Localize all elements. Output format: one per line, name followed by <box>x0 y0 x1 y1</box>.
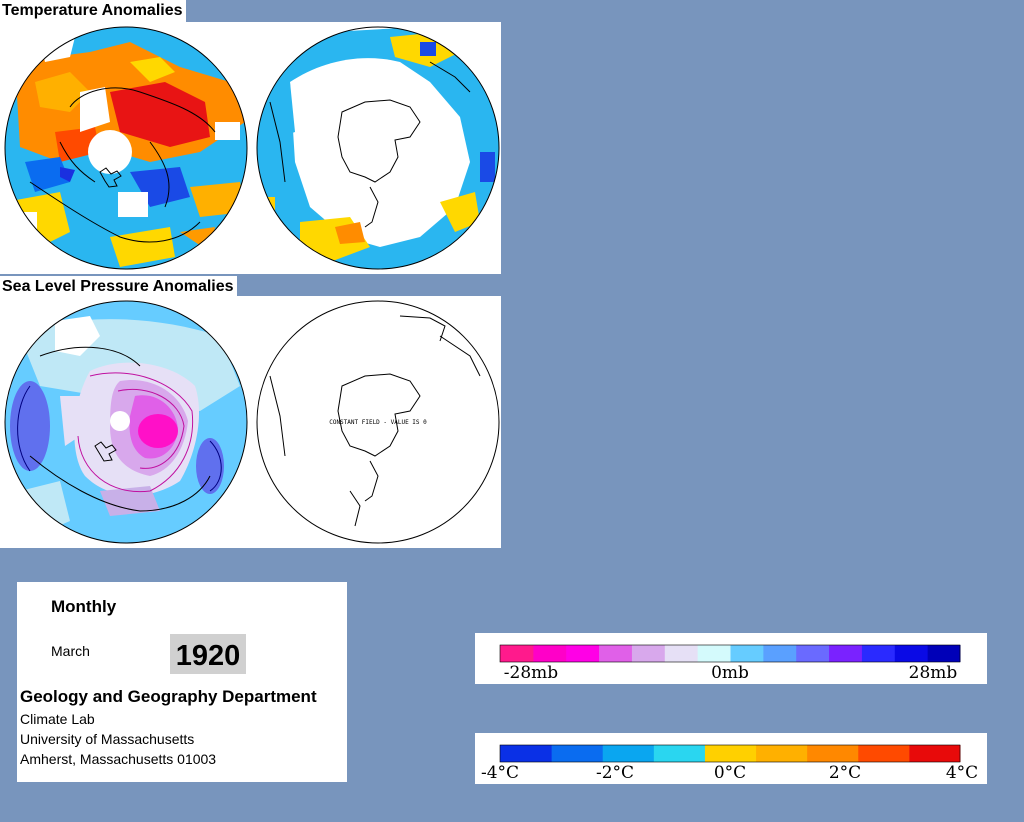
temperature-legend-label-plus2: 2°C <box>829 763 861 783</box>
pressure-legend-swatch <box>697 645 731 662</box>
temperature-legend-label-minus4: -4°C <box>481 763 519 783</box>
department-label: Geology and Geography Department <box>20 687 317 706</box>
temperature-legend-swatch <box>602 745 654 762</box>
pressure-legend-label-min: -28mb <box>504 663 558 683</box>
pressure-legend-swatch <box>828 645 862 662</box>
temperature-legend-swatch <box>704 745 757 762</box>
year-label: 1920 <box>170 634 246 674</box>
constant-field-label: CONSTANT FIELD - VALUE IS 0 <box>329 419 427 426</box>
pressure-legend-swatch <box>861 645 895 662</box>
temperature-legend-label-zero: 0°C <box>714 763 746 783</box>
pressure-legend: -28mb 0mb 28mb <box>475 633 987 684</box>
pressure-legend-border <box>499 644 961 663</box>
temperature-legend-swatch <box>857 745 910 762</box>
pressure-south-globe: CONSTANT FIELD - VALUE IS 0 <box>256 300 500 544</box>
pressure-legend-swatch <box>894 645 928 662</box>
pressure-legend-label-max: 28mb <box>909 663 958 683</box>
lab-label: Climate Lab <box>20 711 95 727</box>
temperature-legend-swatch <box>500 745 552 762</box>
pressure-legend-swatch <box>795 645 830 662</box>
temperature-south-globe <box>256 26 500 270</box>
temperature-title: Temperature Anomalies <box>0 0 186 22</box>
temperature-legend-swatch <box>551 745 603 762</box>
pressure-maps-panel: CONSTANT FIELD - VALUE IS 0 <box>0 296 501 548</box>
pressure-legend-swatch <box>565 645 600 662</box>
temperature-legend-border <box>499 744 961 763</box>
temperature-legend-swatch <box>755 745 808 762</box>
address-label: Amherst, Massachusetts 01003 <box>20 751 217 767</box>
period-label: Monthly <box>51 597 117 616</box>
pressure-legend-swatch <box>927 645 961 662</box>
pressure-legend-label-zero: 0mb <box>711 663 749 683</box>
pressure-legend-swatch <box>762 645 797 662</box>
info-box: Monthly March 1920 Geology and Geography… <box>17 582 347 782</box>
temperature-legend-swatch <box>908 745 961 762</box>
temperature-legend-label-minus2: -2°C <box>596 763 634 783</box>
pressure-legend-swatch <box>500 645 534 662</box>
pressure-legend-swatch <box>664 645 698 662</box>
temperature-legend-swatch <box>806 745 859 762</box>
temperature-legend-swatch <box>653 745 705 762</box>
pressure-legend-swatch <box>598 645 632 662</box>
month-label: March <box>51 643 90 659</box>
temperature-legend-label-plus4: 4°C <box>946 763 978 783</box>
pressure-legend-swatch <box>631 645 665 662</box>
pressure-north-globe <box>4 300 248 544</box>
pressure-title: Sea Level Pressure Anomalies <box>0 276 237 298</box>
university-label: University of Massachusetts <box>20 731 195 747</box>
temperature-maps-panel <box>0 22 501 274</box>
temperature-north-globe <box>4 26 248 270</box>
pressure-legend-swatch <box>532 645 567 662</box>
pressure-legend-swatch <box>730 645 764 662</box>
temperature-legend: -4°C -2°C 0°C 2°C 4°C <box>475 733 987 784</box>
